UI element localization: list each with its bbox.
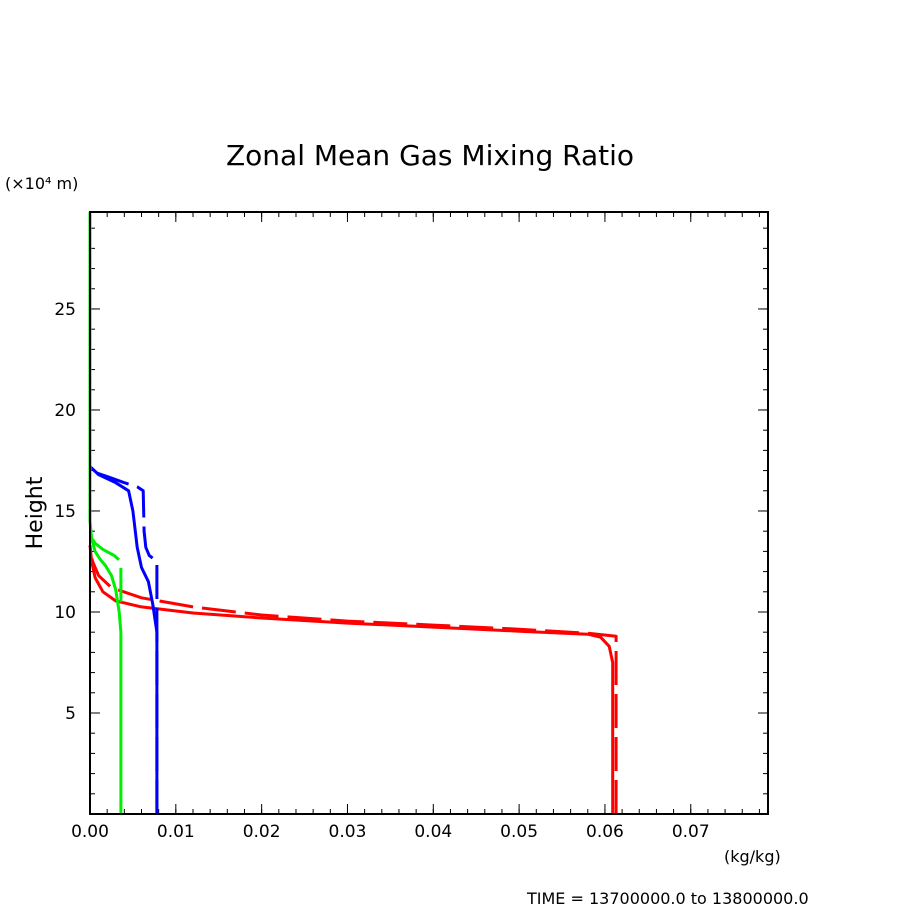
- series-line-1: [88, 545, 615, 814]
- x-tick-label: 0.01: [157, 822, 195, 842]
- x-tick-label: 0.06: [586, 822, 624, 842]
- time-range-footer: TIME = 13700000.0 to 13800000.0: [526, 889, 809, 904]
- x-tick-label: 0.00: [71, 822, 109, 842]
- axis-ticks: 0.00 0.01 0.02 0.03 0.04 0.05 0.06 0.07 5 10 15 20 2…: [54, 212, 768, 842]
- y-tick-label: 20: [54, 401, 76, 421]
- y-tick-label: 25: [54, 300, 76, 320]
- plot-frame: [89, 211, 769, 815]
- series-line-4: [89, 469, 159, 814]
- x-tick-label: 0.04: [414, 822, 452, 842]
- x-tick-label: 0.03: [329, 822, 367, 842]
- y-unit-label: (×10⁴ m): [5, 174, 78, 193]
- series-line-2: [88, 551, 618, 814]
- y-tick-label: 15: [54, 502, 76, 522]
- x-tick-label: 0.07: [672, 822, 710, 842]
- x-unit-label: (kg/kg): [724, 847, 781, 866]
- x-tick-label: 0.05: [500, 822, 538, 842]
- y-tick-label: 5: [65, 704, 76, 724]
- series-line-5: [88, 212, 123, 814]
- x-tick-label: 0.02: [243, 822, 281, 842]
- y-tick-label: 10: [54, 603, 76, 623]
- data-series: [88, 212, 618, 814]
- series-line-3: [88, 465, 159, 814]
- y-axis-label: Height: [23, 476, 48, 549]
- series-line-6: [88, 534, 123, 602]
- chart-title: Zonal Mean Gas Mixing Ratio: [226, 139, 634, 172]
